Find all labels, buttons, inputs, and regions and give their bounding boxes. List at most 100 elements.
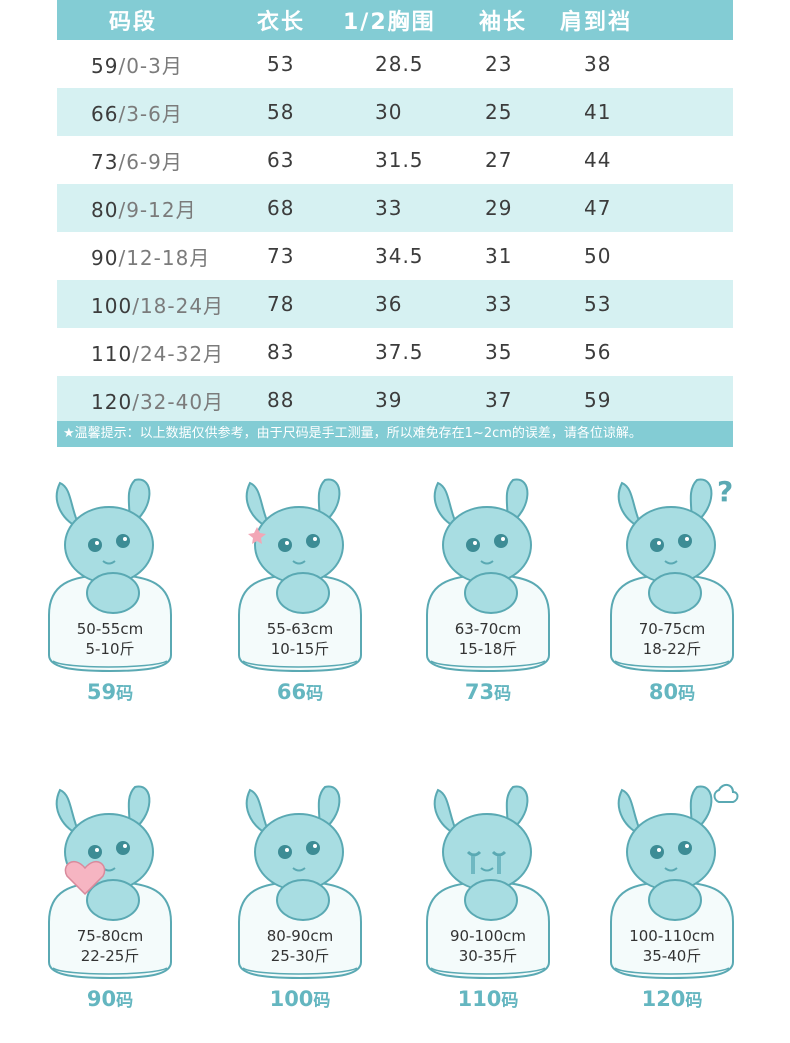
cell-chest: 39 [375,388,403,412]
age-range: 6-9月 [126,149,183,174]
size-code: 66 [91,101,119,126]
height-range: 75-80cm [76,927,144,945]
bunny-sitting-icon [238,785,362,980]
size-label: 110码 [413,986,563,1011]
cell-shoulder: 56 [584,340,612,364]
cell-length: 58 [267,100,295,124]
table-row: 90/12-18月 73 34.5 31 50 [57,232,733,280]
cell-chest: 36 [375,292,403,316]
size-number: 120 [641,987,686,1011]
size-separator: / [132,389,140,414]
size-code: 120 [91,389,133,414]
weight-range: 5-10斤 [85,640,135,658]
size-unit: 码 [494,684,512,704]
cell-length: 83 [267,340,295,364]
cell-size: 120/32-40月 [91,386,224,415]
age-range: 18-24月 [139,293,225,318]
height-range: 70-75cm [638,620,706,638]
bunny-star-icon [238,478,362,673]
size-number: 59 [86,680,117,704]
size-separator: / [118,53,127,78]
table-row: 59/0-3月 53 28.5 23 38 [57,40,733,88]
age-range: 32-40月 [139,389,225,414]
size-label: 80码 [597,679,747,704]
size-number: 110 [457,987,502,1011]
weight-range: 25-30斤 [270,947,330,965]
height-range: 100-110cm [629,927,715,945]
size-code: 59 [91,53,119,78]
size-card: 55-63cm 10-15斤 66码 [225,465,375,725]
cell-shoulder: 50 [584,244,612,268]
size-number: 73 [464,680,495,704]
table-row: 73/6-9月 63 31.5 27 44 [57,136,733,184]
table-header: 码段 衣长 1/2胸围 袖长 肩到裆 [57,0,733,40]
cell-size: 80/9-12月 [91,194,197,223]
cell-size: 90/12-18月 [91,242,210,271]
size-label: 59码 [35,679,185,704]
age-range: 12-18月 [126,245,211,270]
cell-sleeve: 27 [485,148,513,172]
cell-sleeve: 31 [485,244,513,268]
cell-chest: 33 [375,196,403,220]
size-number: 80 [648,680,679,704]
weight-range: 15-18斤 [458,640,518,658]
height-range: 55-63cm [266,620,334,638]
size-unit: 码 [685,991,703,1011]
table-row: 80/9-12月 68 33 29 47 [57,184,733,232]
cell-length: 68 [267,196,295,220]
height-range: 90-100cm [450,927,526,945]
weight-range: 18-22斤 [642,640,702,658]
cell-size: 100/18-24月 [91,290,224,319]
tip-note: ★温馨提示：以上数据仅供参考，由于尺码是手工测量，所以难免存在1~2cm的误差，… [57,421,733,447]
table-row: 120/32-40月 88 39 37 59 [57,376,733,424]
header-size: 码段 [109,10,158,35]
height-range: 50-55cm [76,620,144,638]
size-label: 120码 [597,986,747,1011]
cell-shoulder: 44 [584,148,612,172]
header-chest: 1/2胸围 [343,10,436,35]
height-range: 63-70cm [454,620,522,638]
bunny-heart-icon [48,785,172,980]
cell-sleeve: 23 [485,52,513,76]
age-range: 9-12月 [126,197,197,222]
header-sleeve: 袖长 [479,10,528,35]
size-separator: / [132,293,140,318]
cell-size: 110/24-32月 [91,338,224,367]
cell-shoulder: 59 [584,388,612,412]
cell-size: 66/3-6月 [91,98,183,127]
weight-range: 35-40斤 [642,947,702,965]
cell-sleeve: 33 [485,292,513,316]
header-shoulder: 肩到裆 [560,10,633,35]
table-row: 100/18-24月 78 36 33 53 [57,280,733,328]
size-code: 100 [91,293,133,318]
size-number: 66 [276,680,307,704]
bunny-question-icon: ? [610,475,734,673]
size-table: 码段 衣长 1/2胸围 袖长 肩到裆 59/0-3月 53 28.5 23 38 66/3… [57,0,733,424]
cell-chest: 28.5 [375,52,424,76]
size-number: 90 [86,987,117,1011]
age-range: 0-3月 [126,53,183,78]
age-range: 24-32月 [139,341,225,366]
cell-chest: 37.5 [375,340,424,364]
size-separator: / [118,149,127,174]
size-separator: / [118,245,127,270]
cell-shoulder: 41 [584,100,612,124]
size-separator: / [132,341,140,366]
size-code: 90 [91,245,119,270]
cell-length: 53 [267,52,295,76]
cell-size: 73/6-9月 [91,146,183,175]
size-card: 75-80cm 22-25斤 90码 [35,772,185,1032]
table-row: 110/24-32月 83 37.5 35 56 [57,328,733,376]
size-code: 80 [91,197,119,222]
bunny-sitting-icon [48,478,172,673]
size-label: 100码 [225,986,375,1011]
size-card: ? 70-75cm 18-22斤 80码 [597,465,747,725]
size-unit: 码 [678,684,696,704]
cell-shoulder: 38 [584,52,612,76]
svg-text:?: ? [717,475,733,508]
bunny-sitting-icon [426,478,550,673]
size-card: 50-55cm 5-10斤 59码 [35,465,185,725]
cell-length: 63 [267,148,295,172]
bunny-angry-icon [610,784,739,980]
size-card: 90-100cm 30-35斤 110码 [413,772,563,1032]
